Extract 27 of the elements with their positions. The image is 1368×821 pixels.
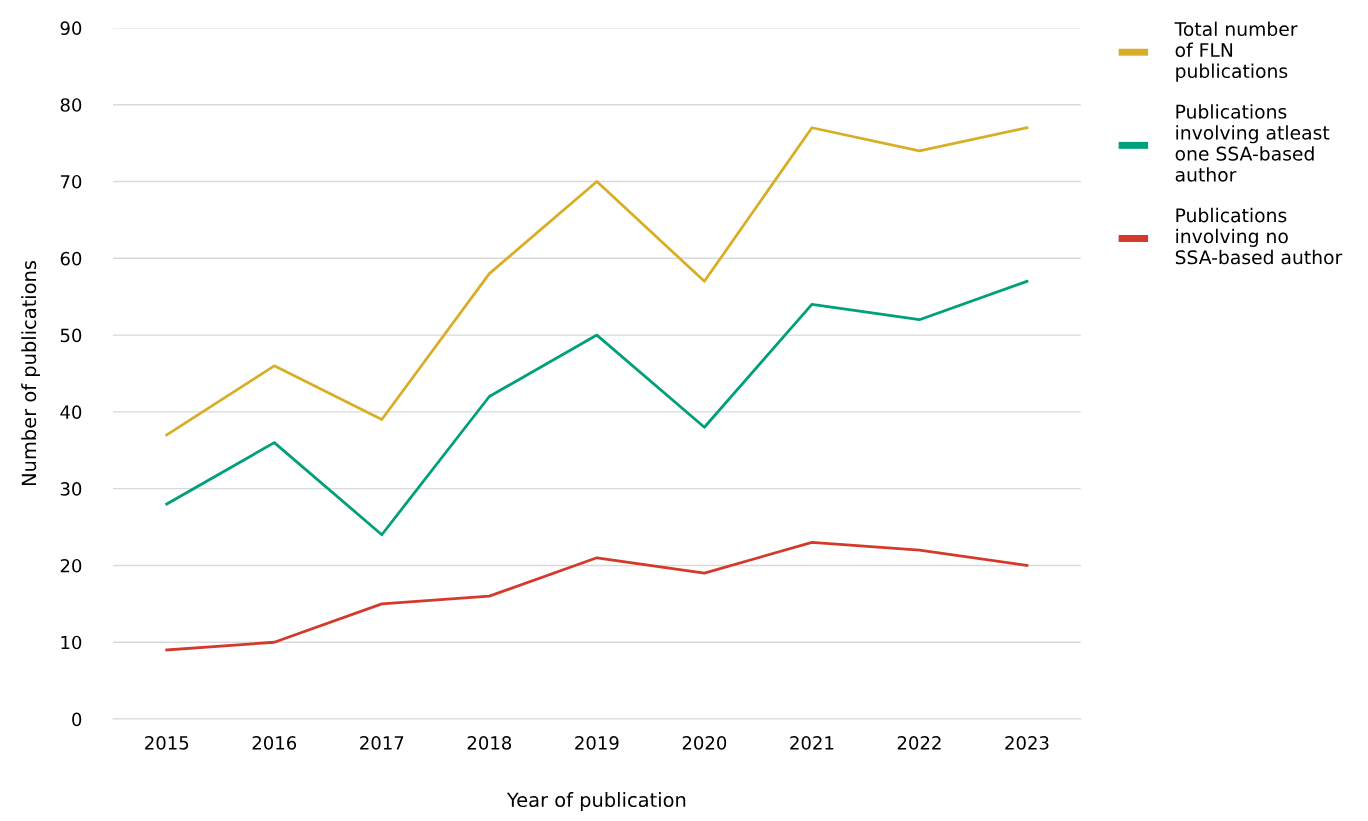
y-tick-label: 40	[60, 405, 82, 419]
x-tick-label: 2020	[682, 736, 727, 750]
legend-label: Total number of FLN publications	[1174, 21, 1298, 82]
x-tick-label: 2016	[252, 736, 297, 750]
x-tick-label: 2015	[145, 736, 189, 750]
y-tick-label: 30	[60, 482, 82, 496]
line-series	[165, 541, 1029, 652]
y-tick-label: 50	[60, 328, 82, 343]
y-tick-label: 10	[61, 635, 82, 650]
y-tick-label: 20	[60, 558, 82, 573]
x-tick-label: 2019	[575, 736, 619, 750]
legend-label: Publications involving atleast one SSA-based author	[1175, 104, 1330, 182]
x-tick-label: 2017	[360, 736, 404, 750]
y-tick-label: 80	[60, 98, 82, 112]
y-tick-label: 70	[60, 174, 82, 189]
y-tick-label: 60	[60, 251, 82, 266]
x-tick-label: 2021	[790, 736, 834, 750]
line-series	[165, 126, 1029, 437]
legend-label: Publications involving no SSA-based author	[1175, 207, 1343, 265]
y-axis-title: Number of publications	[21, 260, 41, 486]
x-tick-label: 2023	[1005, 736, 1049, 750]
x-tick-label: 2018	[467, 736, 512, 750]
line-series	[165, 279, 1029, 537]
x-axis-title: Year of publication	[506, 792, 686, 811]
y-tick-label: 90	[60, 21, 82, 36]
x-tick-label: 2022	[897, 736, 941, 750]
y-tick-label: 0	[72, 712, 82, 727]
